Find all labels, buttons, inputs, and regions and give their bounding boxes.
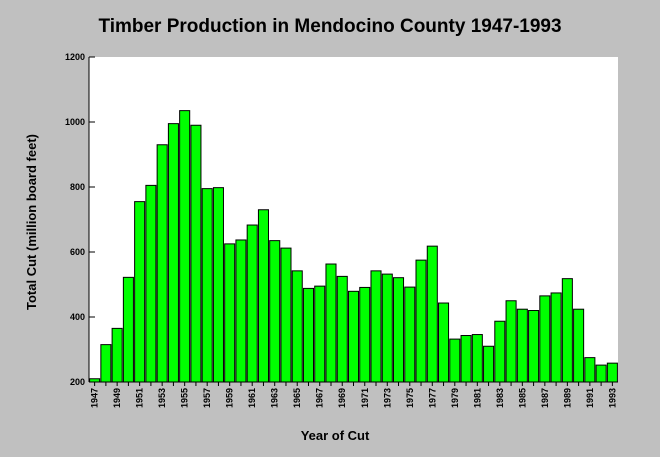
x-tick-label-1961: 1961 xyxy=(247,388,257,408)
bar-1974 xyxy=(392,277,405,383)
bar-1989 xyxy=(561,278,573,383)
y-tick-label-1200: 1200 xyxy=(65,52,85,62)
y-ticks-group: 200 400 600 800 1000 1200 xyxy=(65,52,95,387)
y-axis-label: Total Cut (million board feet) xyxy=(24,134,39,310)
x-tick-label-1967: 1967 xyxy=(315,388,325,408)
bar-1969 xyxy=(336,275,348,383)
bar-1993 xyxy=(606,362,618,383)
bar-1957 xyxy=(201,188,213,383)
x-tick-label-1989: 1989 xyxy=(562,388,572,408)
x-tick-label-1993: 1993 xyxy=(607,388,617,408)
bar-1992 xyxy=(595,364,607,383)
x-tick-label-1951: 1951 xyxy=(135,388,145,408)
bar-1987 xyxy=(539,295,551,383)
x-tick-label-1991: 1991 xyxy=(585,388,595,408)
bar-1991 xyxy=(584,357,596,383)
bar-1959 xyxy=(224,243,236,383)
x-tick-label-1985: 1985 xyxy=(517,388,527,408)
bar-1978 xyxy=(438,302,450,383)
x-tick-label-1987: 1987 xyxy=(540,388,550,408)
y-tick-label-200: 200 xyxy=(70,377,85,387)
bar-1952 xyxy=(145,184,157,383)
x-tick-label-1949: 1949 xyxy=(112,388,122,408)
x-tick-label-1963: 1963 xyxy=(270,388,280,408)
y-tick-label-1000: 1000 xyxy=(65,117,85,127)
bar-1962 xyxy=(257,209,269,383)
bar-1985 xyxy=(516,308,528,383)
bar-1963 xyxy=(269,240,281,383)
bar-1981 xyxy=(471,334,483,383)
bar-1960 xyxy=(235,239,247,383)
bar-1973 xyxy=(381,273,393,383)
bar-1954 xyxy=(167,123,179,383)
bar-1976 xyxy=(415,259,427,383)
bar-1988 xyxy=(550,292,562,383)
bar-1980 xyxy=(460,335,472,383)
bar-1951 xyxy=(134,201,146,383)
x-ticks-group: 1947 1949 1951 1953 1955 1957 1959 1961 1963 1965… xyxy=(90,382,617,408)
x-tick-label-1955: 1955 xyxy=(180,388,190,408)
bar-1948 xyxy=(100,344,112,383)
x-tick-label-1959: 1959 xyxy=(225,388,235,408)
x-tick-label-1953: 1953 xyxy=(157,388,167,408)
bar-1977 xyxy=(426,245,438,383)
y-tick-label-400: 400 xyxy=(70,312,85,322)
bar-1958 xyxy=(212,187,224,383)
bar-1953 xyxy=(156,144,168,383)
bar-1956 xyxy=(190,124,202,383)
bar-1955 xyxy=(179,110,191,383)
x-tick-label-1983: 1983 xyxy=(495,388,505,408)
chart-title: Timber Production in Mendocino County 19… xyxy=(98,16,561,37)
bar-1972 xyxy=(370,270,382,383)
bar-1967 xyxy=(314,285,326,383)
bar-1984 xyxy=(505,300,517,383)
x-axis-label: Year of Cut xyxy=(301,428,370,443)
bar-1961 xyxy=(246,224,258,383)
x-tick-label-1973: 1973 xyxy=(382,388,392,408)
x-tick-label-1979: 1979 xyxy=(450,388,460,408)
y-tick-label-800: 800 xyxy=(70,182,85,192)
bar-1975 xyxy=(404,286,416,383)
x-tick-label-1965: 1965 xyxy=(292,388,302,408)
x-tick-label-1957: 1957 xyxy=(202,388,212,408)
bar-1979 xyxy=(449,338,461,383)
bar-1990 xyxy=(573,308,585,383)
bar-1971 xyxy=(359,286,371,383)
bar-1983 xyxy=(494,320,506,383)
bar-1964 xyxy=(280,247,292,383)
x-tick-label-1971: 1971 xyxy=(360,388,370,408)
y-tick-label-600: 600 xyxy=(70,247,85,257)
bar-1966 xyxy=(302,287,315,383)
x-tick-label-1977: 1977 xyxy=(427,388,437,408)
x-tick-label-1947: 1947 xyxy=(90,388,100,408)
bar-1970 xyxy=(347,290,360,383)
bar-1949 xyxy=(111,327,123,383)
bar-1950 xyxy=(122,276,134,383)
bar-1968 xyxy=(325,263,337,383)
bar-1986 xyxy=(528,310,540,383)
x-tick-label-1975: 1975 xyxy=(405,388,415,408)
x-tick-label-1969: 1969 xyxy=(337,388,347,408)
bar-1982 xyxy=(483,345,495,383)
x-tick-label-1981: 1981 xyxy=(472,388,482,408)
bar-1965 xyxy=(291,270,303,383)
